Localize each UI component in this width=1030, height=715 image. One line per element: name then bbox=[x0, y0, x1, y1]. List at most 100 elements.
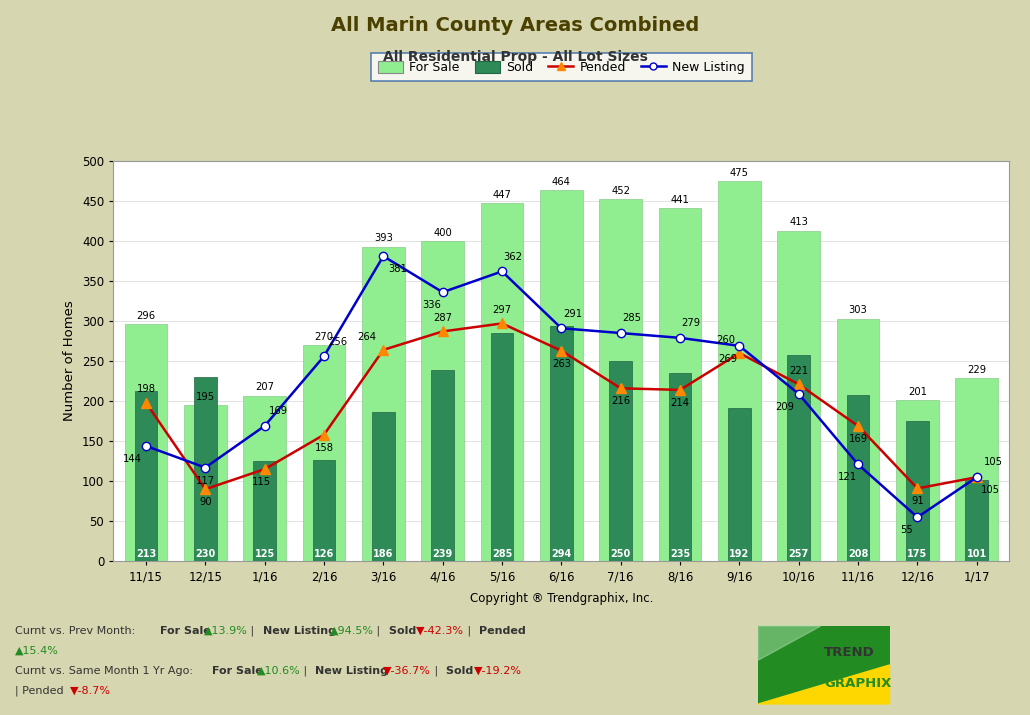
New Listing bbox=[495, 267, 508, 276]
Text: 263: 263 bbox=[552, 359, 571, 369]
New Listing bbox=[437, 288, 449, 297]
Text: ▼-42.3%: ▼-42.3% bbox=[416, 626, 465, 636]
Bar bbox=[243, 395, 286, 561]
Pended bbox=[674, 385, 686, 394]
Text: 362: 362 bbox=[504, 252, 522, 262]
Pended bbox=[259, 465, 271, 473]
Text: 90: 90 bbox=[199, 497, 211, 507]
Text: 208: 208 bbox=[848, 549, 868, 559]
Pended bbox=[912, 484, 924, 493]
Text: TREND: TREND bbox=[824, 646, 874, 659]
Text: 216: 216 bbox=[611, 396, 630, 406]
Text: 279: 279 bbox=[682, 318, 700, 328]
Text: 297: 297 bbox=[492, 305, 512, 315]
Text: 207: 207 bbox=[255, 383, 274, 393]
Bar bbox=[599, 199, 642, 561]
Text: 413: 413 bbox=[789, 217, 809, 227]
Text: 186: 186 bbox=[373, 549, 393, 559]
Bar bbox=[135, 390, 158, 561]
Text: 117: 117 bbox=[196, 475, 215, 485]
Bar bbox=[540, 189, 583, 561]
Bar bbox=[432, 370, 454, 561]
Pended bbox=[495, 319, 508, 327]
Bar bbox=[610, 361, 632, 561]
Text: 239: 239 bbox=[433, 549, 453, 559]
Text: 400: 400 bbox=[434, 228, 452, 238]
Bar bbox=[906, 421, 929, 561]
Text: 287: 287 bbox=[434, 313, 452, 323]
Bar bbox=[481, 203, 523, 561]
Bar bbox=[896, 400, 938, 561]
Text: 125: 125 bbox=[254, 549, 275, 559]
Text: ▲10.6%: ▲10.6% bbox=[256, 666, 300, 676]
Text: 209: 209 bbox=[776, 402, 794, 412]
Text: All Marin County Areas Combined: All Marin County Areas Combined bbox=[331, 16, 699, 34]
Text: 296: 296 bbox=[136, 311, 156, 321]
Text: 105: 105 bbox=[984, 458, 1003, 468]
Text: 221: 221 bbox=[789, 366, 809, 376]
Text: 214: 214 bbox=[671, 398, 689, 408]
Text: 105: 105 bbox=[982, 485, 1000, 495]
Pended bbox=[792, 380, 804, 388]
Text: 158: 158 bbox=[314, 443, 334, 453]
Line: Pended: Pended bbox=[141, 319, 982, 494]
Text: ▼-8.7%: ▼-8.7% bbox=[70, 686, 111, 696]
Text: 115: 115 bbox=[252, 477, 272, 487]
Bar bbox=[778, 230, 820, 561]
Text: 198: 198 bbox=[136, 385, 156, 395]
New Listing bbox=[912, 513, 924, 521]
Bar bbox=[788, 355, 810, 561]
Bar bbox=[362, 247, 405, 561]
Bar bbox=[303, 345, 345, 561]
Text: 250: 250 bbox=[611, 549, 630, 559]
Text: 285: 285 bbox=[491, 549, 512, 559]
Text: ▼-36.7%: ▼-36.7% bbox=[383, 666, 431, 676]
Text: ▲15.4%: ▲15.4% bbox=[15, 646, 60, 656]
Bar bbox=[194, 377, 216, 561]
New Listing bbox=[970, 473, 983, 481]
Text: 229: 229 bbox=[967, 365, 987, 375]
Text: 264: 264 bbox=[357, 332, 376, 342]
Text: 121: 121 bbox=[837, 473, 857, 483]
Bar bbox=[253, 461, 276, 561]
Pended bbox=[733, 349, 746, 358]
Text: 201: 201 bbox=[907, 387, 927, 397]
Text: ▲94.5%: ▲94.5% bbox=[330, 626, 374, 636]
Text: |: | bbox=[464, 626, 474, 636]
Text: 447: 447 bbox=[492, 190, 512, 200]
Text: 101: 101 bbox=[966, 549, 987, 559]
Text: Curnt vs. Same Month 1 Yr Ago:: Curnt vs. Same Month 1 Yr Ago: bbox=[15, 666, 197, 676]
Text: Pended: Pended bbox=[479, 626, 525, 636]
Text: New Listing: New Listing bbox=[263, 626, 340, 636]
Text: 230: 230 bbox=[195, 549, 215, 559]
New Listing bbox=[259, 422, 271, 430]
Text: 192: 192 bbox=[729, 549, 750, 559]
Text: New Listing: New Listing bbox=[315, 666, 392, 676]
Pended bbox=[555, 346, 568, 355]
Text: 175: 175 bbox=[907, 549, 928, 559]
Line: New Listing: New Listing bbox=[142, 252, 981, 521]
Text: 260: 260 bbox=[716, 335, 735, 345]
Text: | Pended: | Pended bbox=[15, 686, 68, 696]
Text: 270: 270 bbox=[314, 332, 334, 342]
Text: 91: 91 bbox=[912, 496, 924, 506]
Text: 452: 452 bbox=[611, 186, 630, 196]
Text: GRAPHIX: GRAPHIX bbox=[824, 677, 891, 690]
Bar bbox=[836, 319, 880, 561]
Text: 393: 393 bbox=[374, 233, 392, 243]
Text: For Sale: For Sale bbox=[160, 626, 214, 636]
Text: 336: 336 bbox=[422, 300, 441, 310]
Text: 126: 126 bbox=[314, 549, 334, 559]
Pended bbox=[615, 384, 627, 393]
Pended bbox=[377, 345, 389, 354]
Text: ▲13.9%: ▲13.9% bbox=[204, 626, 248, 636]
Text: 381: 381 bbox=[387, 265, 407, 275]
Text: 464: 464 bbox=[552, 177, 571, 187]
Y-axis label: Number of Homes: Number of Homes bbox=[64, 301, 76, 421]
Pended bbox=[970, 473, 983, 481]
Text: 257: 257 bbox=[789, 549, 809, 559]
Text: All Residential Prop - All Lot Sizes: All Residential Prop - All Lot Sizes bbox=[382, 50, 648, 64]
Bar bbox=[847, 395, 869, 561]
Text: 213: 213 bbox=[136, 549, 157, 559]
Pended bbox=[437, 327, 449, 336]
